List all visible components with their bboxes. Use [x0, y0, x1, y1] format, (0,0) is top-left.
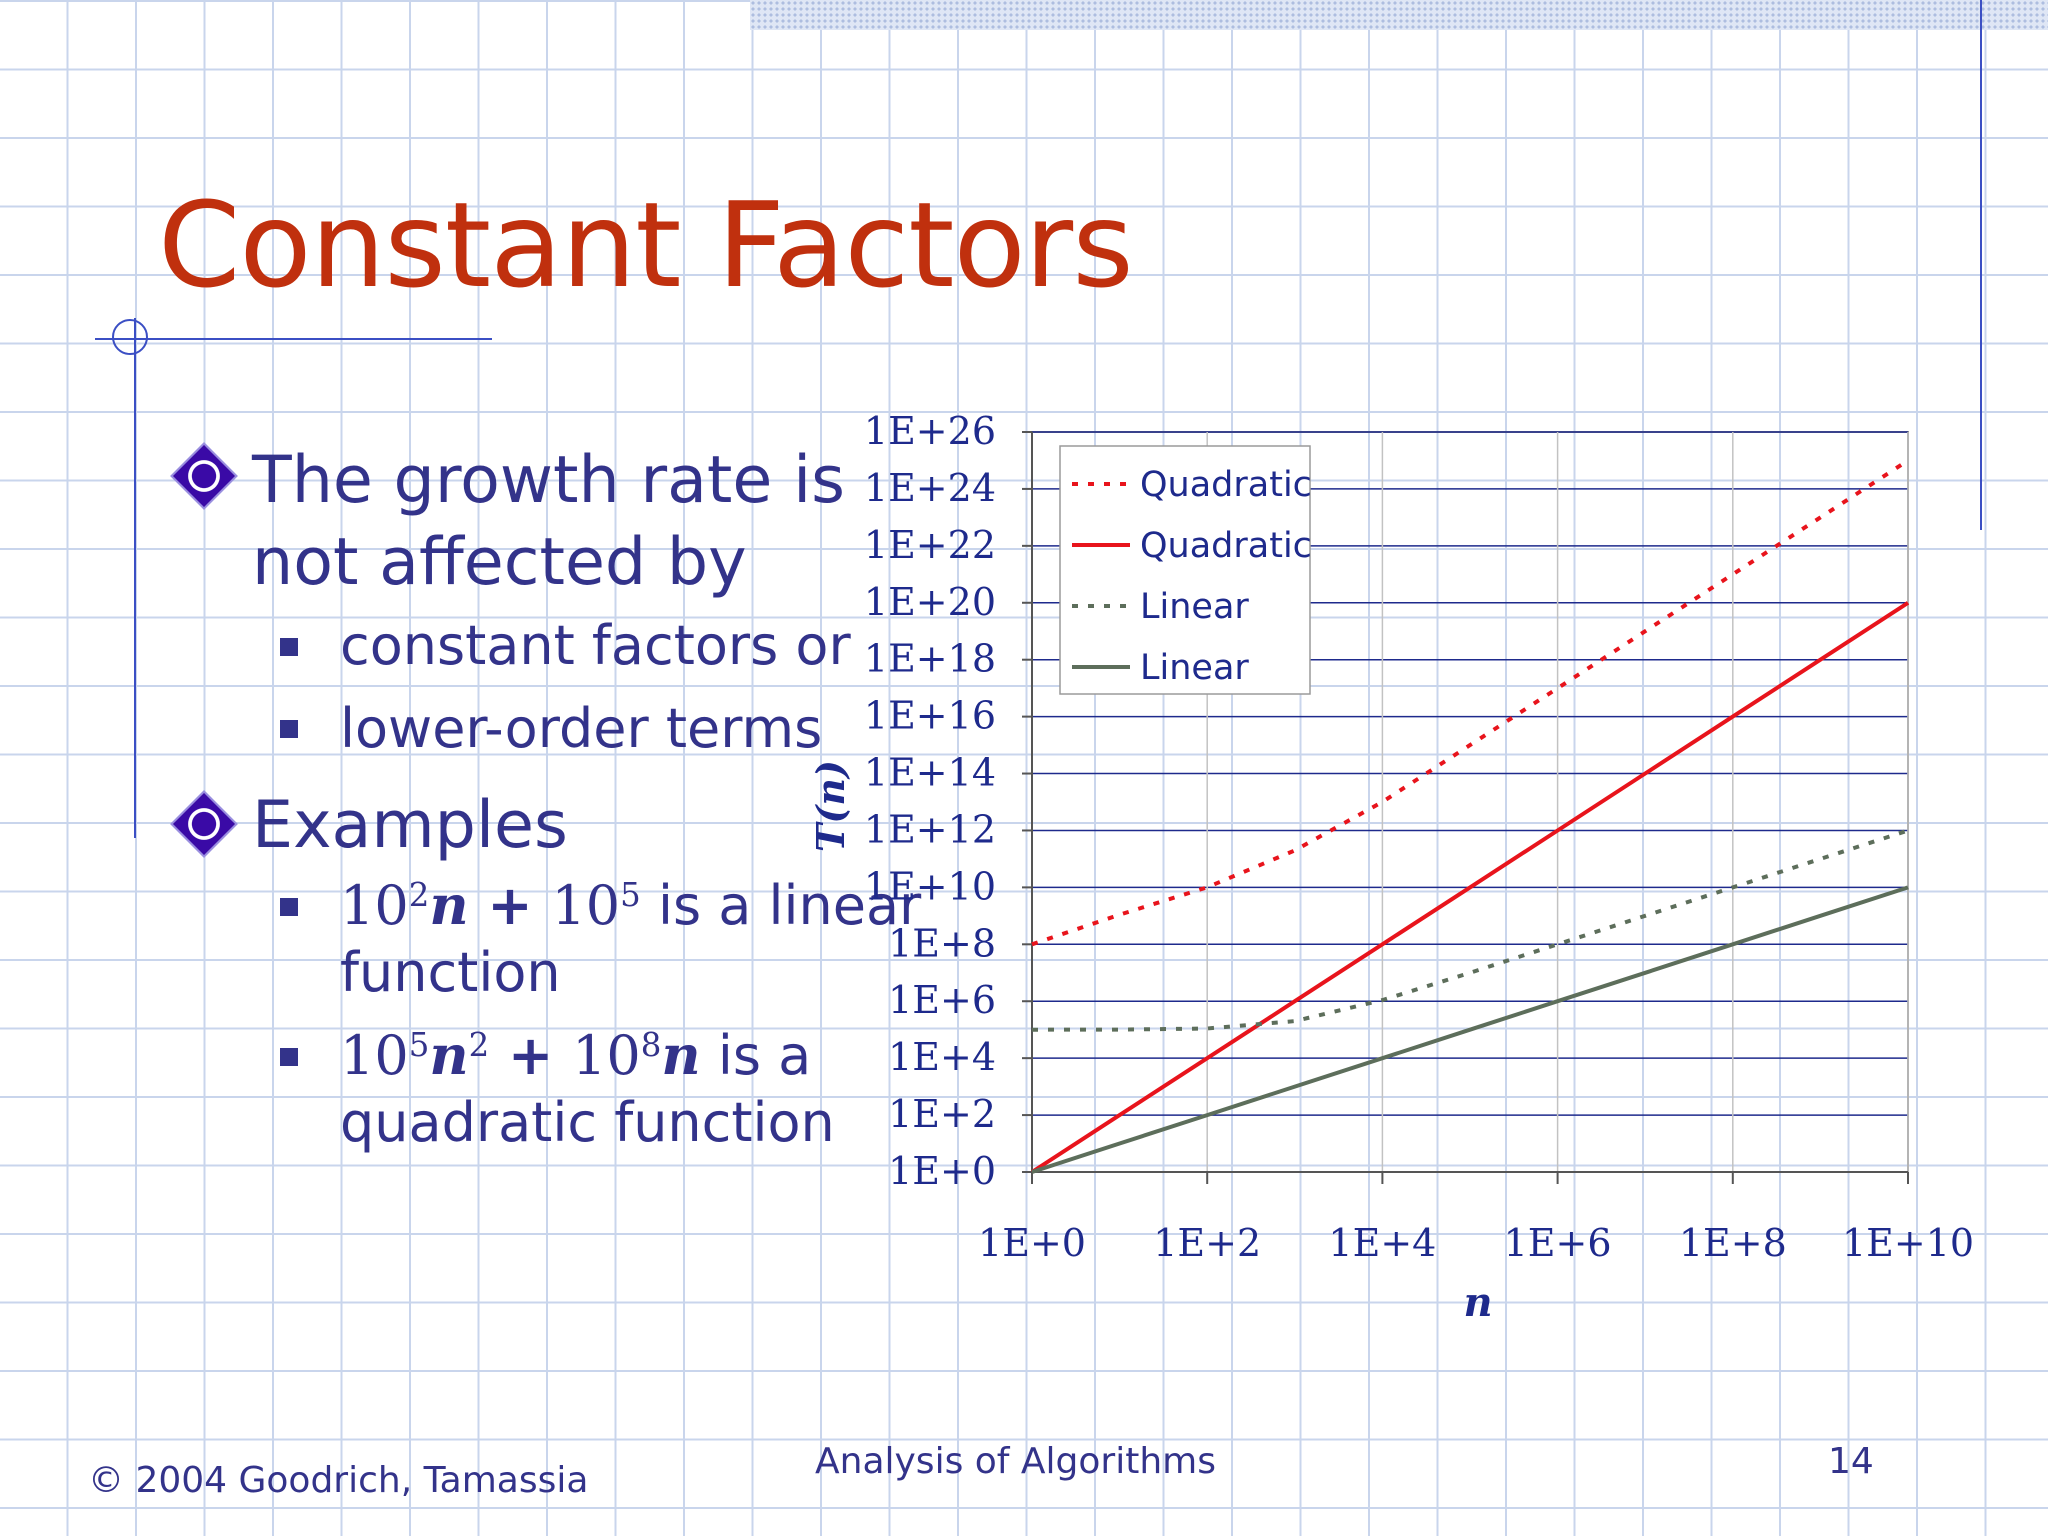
- crosshair-ornament: [112, 319, 148, 355]
- y-tick-label: 1E+12: [864, 807, 996, 851]
- y-tick-label: 1E+26: [864, 409, 996, 453]
- subbullet-2: lower-order terms: [340, 697, 823, 760]
- bullet-1: The growth rate is not affected by: [252, 440, 845, 604]
- x-tick-label: 1E+6: [1504, 1221, 1612, 1265]
- subbullet-4: 105n2 + 108n is a quadratic function: [340, 1023, 835, 1154]
- chart-legend: Quadratic Quadratic Linear Linear: [1059, 445, 1312, 695]
- bullet-1-line-2: not affected by: [252, 525, 747, 600]
- series-line-4: [1031, 885, 1909, 1174]
- legend-label: Quadratic: [1140, 465, 1312, 505]
- square-bullet-icon: [280, 1048, 298, 1066]
- series-line-2: [1030, 601, 1910, 1174]
- chart-series: [1030, 458, 1910, 1174]
- legend-box: [1059, 445, 1311, 695]
- y-tick-label: 1E+14: [864, 751, 996, 795]
- linear-expression: 102n + 105: [340, 873, 641, 937]
- chart-axes: 1E+0 1E+2 1E+4 1E+6 1E+8 1E+10 1E+12 1E+14 1E+16…: [808, 409, 1974, 1326]
- y-tick-label: 1E+16: [864, 694, 996, 738]
- x-tick-label: 1E+10: [1842, 1221, 1974, 1265]
- footer-title: Analysis of Algorithms: [815, 1441, 1216, 1482]
- square-bullet-icon: [280, 720, 298, 738]
- bullet-2: Examples: [252, 788, 568, 863]
- bullet-1-line-1: The growth rate is: [252, 443, 845, 518]
- slide-title: Constant Factors: [158, 176, 1134, 314]
- right-accent-line: [1980, 0, 1982, 530]
- x-tick-label: 1E+2: [1153, 1221, 1261, 1265]
- y-tick-label: 1E+2: [888, 1092, 996, 1136]
- left-accent-line: [134, 318, 136, 838]
- top-pattern-band: [750, 0, 2048, 30]
- y-tick-label: 1E+8: [888, 921, 996, 965]
- legend-label: Linear: [1140, 587, 1249, 627]
- quadratic-expression: 105n2 + 108n: [340, 1023, 701, 1087]
- y-axis-title: T(n): [808, 760, 853, 852]
- series-line-1: [1031, 458, 1910, 947]
- y-tick-label: 1E+18: [864, 637, 996, 681]
- series-line-3: [1031, 828, 1909, 1032]
- square-bullet-icon: [280, 898, 298, 916]
- subbullet-3: 102n + 105 is a linear function: [340, 873, 922, 1004]
- y-tick-label: 1E+20: [864, 580, 996, 624]
- legend-label: Linear: [1140, 648, 1249, 688]
- y-tick-label: 1E+22: [864, 523, 996, 567]
- page-number: 14: [1828, 1441, 1874, 1482]
- subbullet-1: constant factors or: [340, 614, 851, 677]
- x-tick-label: 1E+8: [1679, 1221, 1787, 1265]
- legend-label: Quadratic: [1140, 526, 1312, 566]
- x-tick-label: 1E+0: [978, 1221, 1086, 1265]
- x-tick-label: 1E+4: [1328, 1221, 1436, 1265]
- y-tick-label: 1E+0: [888, 1149, 996, 1193]
- y-tick-label: 1E+24: [864, 466, 996, 510]
- x-axis-title: n: [1463, 1279, 1492, 1326]
- y-tick-label: 1E+4: [888, 1035, 996, 1079]
- y-tick-label: 1E+10: [864, 864, 996, 908]
- square-bullet-icon: [280, 638, 298, 656]
- footer-copyright: © 2004 Goodrich, Tamassia: [88, 1460, 589, 1501]
- y-tick-label: 1E+6: [888, 978, 996, 1022]
- title-underline: [95, 338, 492, 340]
